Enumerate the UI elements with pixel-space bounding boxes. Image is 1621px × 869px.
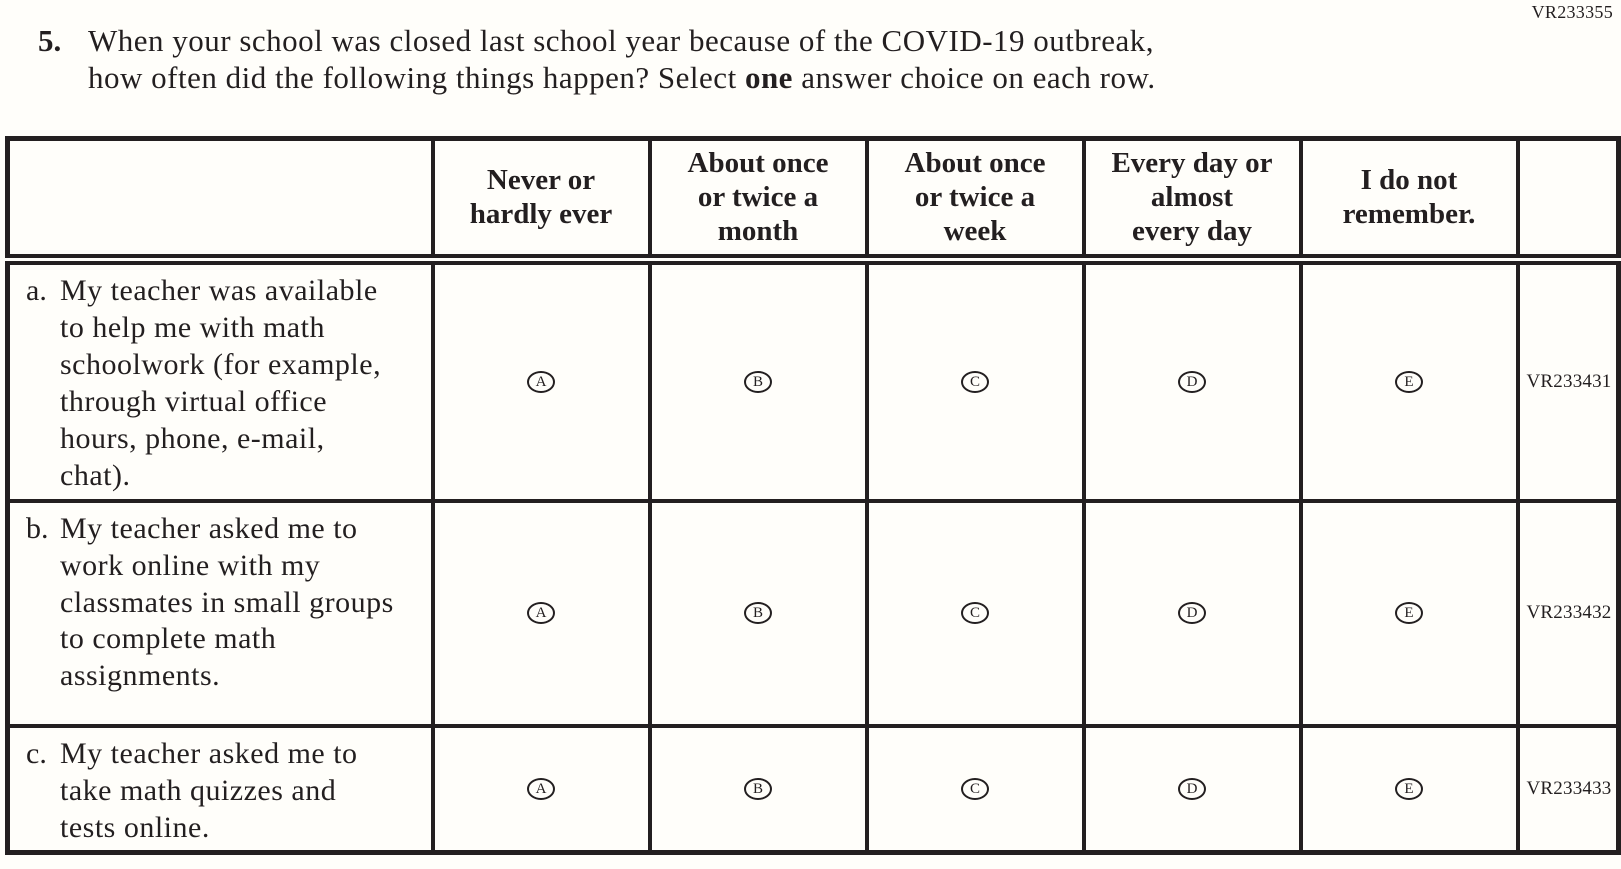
question-block: 5. When your school was closed last scho… [0, 0, 1621, 96]
col-header-daily-label: Every day or almost every day [1111, 146, 1273, 247]
row-c-bubble-d[interactable]: D [1178, 778, 1206, 801]
question-text: When your school was closed last school … [88, 22, 1156, 96]
question-number: 5. [38, 23, 62, 58]
row-b-text: My teacher asked me to work online with … [60, 511, 394, 693]
row-c-cell-no-remember: E [1298, 723, 1520, 855]
row-c-bubble-e[interactable]: E [1395, 778, 1423, 801]
row-c-text: My teacher asked me to take math quizzes… [60, 736, 358, 844]
row-c-bubble-a[interactable]: A [527, 778, 555, 801]
row-a-bubble-e[interactable]: E [1395, 371, 1423, 394]
row-b-bubble-d[interactable]: D [1178, 602, 1206, 625]
row-a-cell-daily: D [1081, 257, 1303, 503]
row-a-bubble-d[interactable]: D [1178, 371, 1206, 394]
table-row-a: a. My teacher was available to help me w… [5, 257, 1621, 503]
row-c-cell-daily: D [1081, 723, 1303, 855]
table-row-c: c. My teacher asked me to take math quiz… [5, 723, 1621, 855]
row-a-bubble-b[interactable]: B [744, 371, 772, 394]
col-header-never: Never or hardly ever [430, 136, 652, 266]
question-line-1: When your school was closed last school … [88, 23, 1154, 58]
col-header-week: About once or twice a week [864, 136, 1086, 266]
page-code: VR233355 [1531, 2, 1613, 22]
row-a-code: VR233431 [1515, 257, 1621, 503]
row-c-stem: c. My teacher asked me to take math quiz… [5, 723, 435, 855]
row-b-cell-no-remember: E [1298, 498, 1520, 728]
row-c-bubble-c[interactable]: C [961, 778, 989, 801]
header-empty-stem [5, 136, 435, 266]
row-c-cell-month: B [647, 723, 869, 855]
question-bold-word: one [744, 60, 793, 96]
row-c-label: c. [26, 736, 47, 770]
col-header-month-label: About once or twice a month [687, 146, 829, 247]
header-row: Never or hardly ever About once or twice… [5, 136, 1621, 266]
header-empty-code [1515, 136, 1621, 266]
row-a-cell-month: B [647, 257, 869, 503]
row-b-cell-never: A [430, 498, 652, 728]
row-a-bubble-c[interactable]: C [961, 371, 989, 394]
row-b-bubble-e[interactable]: E [1395, 602, 1423, 625]
row-b-label: b. [26, 511, 49, 545]
row-b-code: VR233432 [1515, 498, 1621, 728]
row-a-label: a. [26, 274, 47, 308]
row-c-code: VR233433 [1515, 723, 1621, 855]
row-a-cell-never: A [430, 257, 652, 503]
row-a-bubble-a[interactable]: A [527, 371, 555, 394]
table-row-b: b. My teacher asked me to work online wi… [5, 498, 1621, 728]
row-b-cell-week: C [864, 498, 1086, 728]
question-line-2-pre: how often did the following things happe… [88, 60, 745, 96]
row-a-text: My teacher was available to help me with… [60, 274, 382, 492]
col-header-daily: Every day or almost every day [1081, 136, 1303, 266]
col-header-month: About once or twice a month [647, 136, 869, 266]
row-a-cell-week: C [864, 257, 1086, 503]
row-b-cell-daily: D [1081, 498, 1303, 728]
row-b-cell-month: B [647, 498, 869, 728]
row-c-bubble-b[interactable]: B [744, 778, 772, 801]
col-header-no-remember: I do not remember. [1298, 136, 1520, 266]
survey-table: Never or hardly ever About once or twice… [5, 136, 1621, 856]
row-b-bubble-a[interactable]: A [527, 602, 555, 625]
col-header-never-label: Never or hardly ever [469, 163, 613, 230]
row-b-stem: b. My teacher asked me to work online wi… [5, 498, 435, 728]
row-a-cell-no-remember: E [1298, 257, 1520, 503]
row-a-stem: a. My teacher was available to help me w… [5, 257, 435, 503]
col-header-no-remember-label: I do not remember. [1342, 163, 1476, 230]
row-b-bubble-b[interactable]: B [744, 602, 772, 625]
row-c-cell-week: C [864, 723, 1086, 855]
row-b-bubble-c[interactable]: C [961, 602, 989, 625]
question-line-2-post: answer choice on each row. [792, 60, 1156, 96]
col-header-week-label: About once or twice a week [904, 146, 1046, 247]
row-c-cell-never: A [430, 723, 652, 855]
